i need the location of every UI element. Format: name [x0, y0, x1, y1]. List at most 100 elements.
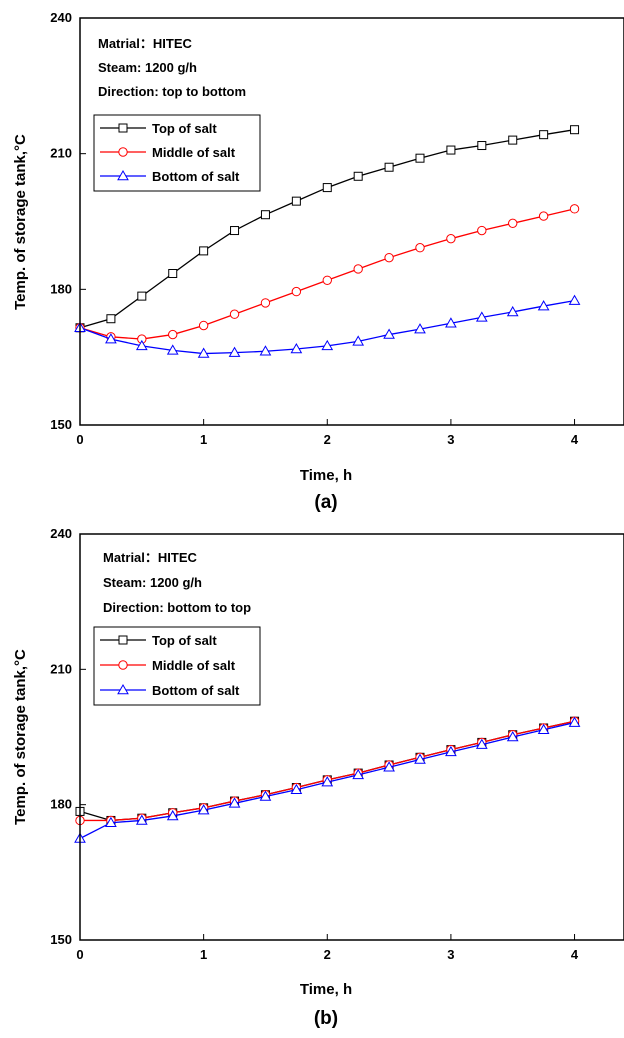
data-point-top-a — [137, 291, 147, 301]
series-line-middle-a — [79, 208, 575, 340]
y-tick-label-b-150: 150 — [50, 932, 72, 947]
data-point-bottom-b — [352, 768, 365, 780]
data-point-bottom-b — [228, 797, 241, 808]
info-direction-a: Direction: top to bottom — [98, 84, 246, 99]
info-material-b: Matrial：HITEC — [103, 550, 198, 565]
data-point-middle-a — [384, 252, 394, 263]
data-point-bottom-b — [321, 776, 334, 787]
data-point-top-a — [322, 183, 332, 193]
legend-marker-middle-a — [118, 147, 128, 157]
info-box-a: Matrial：HITEC Steam: 1200 g/h Direction:… — [98, 36, 246, 99]
data-point-bottom-a — [414, 323, 426, 334]
data-point-bottom-b — [475, 738, 488, 749]
data-point-bottom-a — [537, 300, 550, 311]
data-point-bottom-b — [290, 783, 303, 795]
data-point-bottom-a — [166, 344, 179, 355]
info-steam-b: Steam: 1200 g/h — [103, 575, 202, 590]
legend-label-middle-a: Middle of salt — [152, 145, 236, 160]
data-point-bottom-b — [197, 804, 210, 815]
data-point-top-a — [199, 246, 209, 256]
data-point-bottom-b — [445, 745, 457, 757]
data-point-middle-a — [508, 218, 518, 229]
data-point-top-a — [230, 226, 240, 236]
y-tick-label-b-180: 180 — [50, 797, 72, 812]
data-point-top-a — [570, 125, 580, 135]
data-point-bottom-b — [414, 753, 426, 764]
legend-label-top-a: Top of salt — [152, 121, 217, 136]
plot-area-b: 0 1 2 3 4 150 180 210 240 — [50, 526, 581, 962]
info-material-a: Matrial：HITEC — [98, 36, 193, 51]
y-tick-label-b-240: 240 — [50, 526, 72, 541]
info-direction-b: Direction: bottom to top — [103, 600, 251, 615]
data-point-bottom-b — [105, 816, 117, 827]
x-tick-label-a-2: 2 — [324, 432, 331, 447]
legend-label-top-b: Top of salt — [152, 633, 217, 648]
chart-b: 0 1 2 3 4 150 180 210 240 Matrial：HITEC Steam: 1… — [12, 526, 624, 1029]
data-point-bottom-b — [135, 814, 148, 825]
panel-label-b: (b) — [314, 1008, 338, 1029]
panel-label-a: (a) — [314, 492, 337, 513]
y-axis-label-b: Temp. of storage tank,°C — [12, 649, 29, 825]
data-point-top-a — [477, 141, 487, 151]
x-tick-label-a-0: 0 — [76, 432, 83, 447]
x-tick-label-b-1: 1 — [200, 947, 207, 962]
data-point-bottom-a — [383, 328, 395, 339]
data-point-middle-a — [477, 225, 487, 236]
data-point-bottom-a — [352, 335, 365, 346]
data-point-top-a — [168, 269, 178, 279]
data-point-middle-a — [322, 275, 332, 285]
data-point-bottom-b — [537, 723, 550, 735]
legend-marker-middle-b — [118, 660, 128, 670]
info-steam-a: Steam: 1200 g/h — [98, 60, 197, 75]
data-point-bottom-a — [506, 305, 519, 317]
data-point-middle-a — [446, 233, 456, 244]
plot-area-a: 0 1 2 3 4 150 180 210 240 — [50, 10, 581, 447]
x-tick-label-a-4: 4 — [571, 432, 579, 447]
data-point-middle-a — [353, 264, 363, 274]
data-point-bottom-a — [290, 343, 303, 354]
x-tick-label-a-1: 1 — [200, 432, 207, 447]
data-point-middle-a — [260, 298, 271, 308]
x-tick-label-a-3: 3 — [447, 432, 454, 447]
data-point-top-a — [384, 162, 394, 172]
legend-label-bottom-a: Bottom of salt — [152, 169, 240, 184]
legend-marker-bottom-b — [117, 683, 129, 695]
data-point-bottom-a — [135, 339, 148, 351]
x-axis-label-a: Time, h — [300, 467, 352, 484]
y-tick-label-a-240: 240 — [50, 10, 72, 25]
legend-marker-bottom-a — [117, 169, 129, 181]
data-point-bottom-a — [445, 317, 457, 328]
y-axis-label-a: Temp. of storage tank,°C — [12, 134, 29, 310]
data-point-middle-a — [168, 329, 178, 340]
data-point-top-a — [260, 210, 270, 220]
data-point-top-a — [106, 314, 116, 324]
data-point-bottom-a — [197, 347, 210, 358]
legend-marker-top-b — [118, 635, 128, 645]
data-point-bottom-a — [475, 311, 488, 322]
legend-marker-top-a — [118, 123, 128, 133]
y-tick-label-a-180: 180 — [50, 281, 72, 296]
data-point-top-a — [415, 153, 425, 163]
legend-label-middle-b: Middle of salt — [152, 658, 236, 673]
data-point-middle-a — [569, 204, 580, 214]
data-point-top-a — [508, 135, 518, 145]
data-point-bottom-a — [228, 346, 241, 357]
data-point-bottom-b — [166, 809, 179, 821]
data-point-top-a — [539, 130, 549, 140]
data-point-middle-a — [198, 320, 209, 331]
data-point-middle-a — [291, 286, 302, 297]
data-point-middle-a — [229, 309, 240, 319]
chart-a: 0 1 2 3 4 150 180 210 240 Matrial：HITEC Steam: 1… — [12, 10, 624, 513]
data-point-bottom-a — [105, 333, 117, 344]
x-tick-label-b-2: 2 — [324, 947, 331, 962]
x-tick-label-b-3: 3 — [447, 947, 454, 962]
legend-label-bottom-b: Bottom of salt — [152, 683, 240, 698]
data-point-bottom-a — [321, 339, 334, 351]
data-point-top-a — [353, 171, 363, 181]
data-point-bottom-b — [259, 790, 272, 801]
series-line-top-b — [79, 720, 575, 822]
y-tick-label-a-210: 210 — [50, 146, 72, 161]
data-point-bottom-a — [259, 345, 272, 356]
x-tick-label-b-4: 4 — [571, 947, 579, 962]
data-point-middle-a — [415, 243, 425, 253]
